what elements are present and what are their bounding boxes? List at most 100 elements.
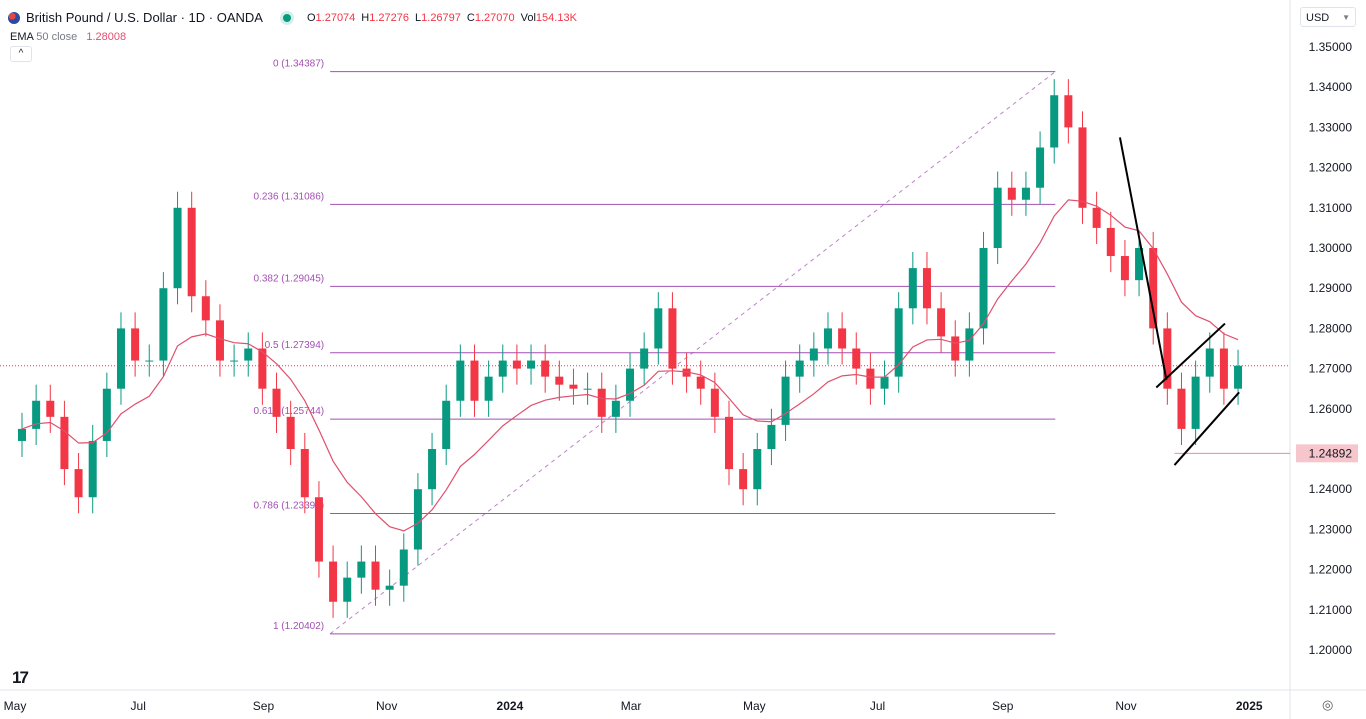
low-label: L <box>415 11 422 24</box>
candle-body <box>880 376 889 389</box>
candle-body <box>1163 328 1172 389</box>
chevron-down-icon: ▼ <box>1342 13 1350 22</box>
fib-level-label: 0.382 (1.29045) <box>253 273 324 284</box>
x-tick-label: Sep <box>253 699 275 713</box>
trend-line <box>1173 391 1240 466</box>
candle-body <box>527 360 536 369</box>
candle-body <box>498 360 507 377</box>
candle-body <box>951 336 960 361</box>
collapse-legend-button[interactable]: ^ <box>10 46 32 62</box>
trend-line <box>1118 137 1168 381</box>
candle-body <box>300 449 309 498</box>
candle-body <box>385 585 394 590</box>
volume-value: 154.13K <box>535 11 577 24</box>
open-value: 1.27074 <box>315 11 356 24</box>
candle-body <box>710 388 719 417</box>
candle-body <box>173 207 182 289</box>
candle-body <box>668 308 677 369</box>
candle-body <box>937 308 946 337</box>
high-label: H <box>361 11 370 24</box>
fib-level-label: 0.618 (1.25744) <box>253 406 324 417</box>
fib-level-label: 0 (1.34387) <box>273 59 324 70</box>
candle-body <box>781 376 790 425</box>
tradingview-logo[interactable]: 17 <box>12 668 29 687</box>
candle-body <box>611 400 620 417</box>
candle-body <box>597 388 606 417</box>
candle-body <box>1050 95 1059 148</box>
x-tick-label: Jul <box>131 699 146 713</box>
candle-body <box>286 416 295 449</box>
candle-body <box>1078 127 1087 208</box>
symbol-legend: British Pound / U.S. Dollar · 1D · OANDA… <box>8 10 577 25</box>
y-tick-label: 1.28000 <box>1309 321 1353 335</box>
currency-select[interactable]: USD ▼ <box>1300 7 1356 27</box>
y-tick-label: 1.23000 <box>1309 522 1353 536</box>
settings-icon[interactable]: ◎ <box>1322 697 1334 712</box>
ema-value: 1.28008 <box>86 31 127 43</box>
candle-body <box>159 288 168 361</box>
marked-price-badge <box>1296 444 1358 463</box>
candle-body <box>244 348 253 361</box>
candle-body <box>272 388 281 417</box>
candle-body <box>131 328 140 361</box>
y-tick-label: 1.27000 <box>1309 362 1353 376</box>
candle-body <box>60 416 69 470</box>
candle-body <box>258 348 267 389</box>
candle-body <box>484 376 493 401</box>
candle-body <box>640 348 649 369</box>
y-tick-label: 1.30000 <box>1309 241 1353 255</box>
candle-body <box>442 400 451 449</box>
x-tick-label: Nov <box>376 699 397 713</box>
candle-body <box>555 376 564 385</box>
close-value: 1.27070 <box>474 11 515 24</box>
candle-body <box>32 400 41 429</box>
ema-legend[interactable]: EMA 50 close 1.28008 <box>10 31 126 43</box>
ema-params: 50 close <box>36 31 78 43</box>
currency-value: USD <box>1306 12 1330 24</box>
candle-body <box>739 469 748 490</box>
candle-body <box>965 328 974 361</box>
candle-body <box>230 360 239 362</box>
candle-body <box>215 320 224 361</box>
candle-body <box>329 561 338 602</box>
symbol-title[interactable]: British Pound / U.S. Dollar · 1D · OANDA <box>26 10 263 25</box>
candle-body <box>682 368 691 377</box>
candle-body <box>1191 376 1200 429</box>
fib-level-label: 0.5 (1.27394) <box>265 340 325 351</box>
gbpusd-flag-icon <box>8 11 20 24</box>
candle-body <box>1205 348 1214 377</box>
candle-body <box>88 440 97 498</box>
candle-body <box>1036 147 1045 188</box>
candle-body <box>1234 365 1243 389</box>
candle-body <box>357 561 366 578</box>
fib-level-label: 0.786 (1.23395) <box>253 501 324 512</box>
open-label: O <box>306 11 316 24</box>
candle-body <box>74 469 83 498</box>
y-tick-label: 1.32000 <box>1309 161 1353 175</box>
x-tick-label: Sep <box>992 699 1014 713</box>
candle-body <box>541 360 550 377</box>
candle-body <box>908 268 917 309</box>
y-tick-label: 1.34000 <box>1309 80 1353 94</box>
candle-body <box>399 549 408 586</box>
candle-body <box>343 577 352 602</box>
candle-body <box>1219 348 1228 389</box>
fib-level-label: 1 (1.20402) <box>273 621 324 632</box>
fib-level-label: 0.236 (1.31086) <box>253 191 324 202</box>
close-label: C <box>466 11 475 24</box>
candle-body <box>1120 256 1129 281</box>
candle-body <box>187 207 196 297</box>
candle-body <box>102 388 111 441</box>
y-tick-label: 1.31000 <box>1309 201 1353 215</box>
candle-body <box>1021 187 1030 200</box>
candle-body <box>626 368 635 401</box>
candle-body <box>809 348 818 361</box>
candle-body <box>18 428 26 441</box>
candle-body <box>413 489 422 550</box>
trend-line <box>1155 322 1226 389</box>
y-tick-label: 1.29000 <box>1309 281 1353 295</box>
candle-body <box>894 308 903 377</box>
